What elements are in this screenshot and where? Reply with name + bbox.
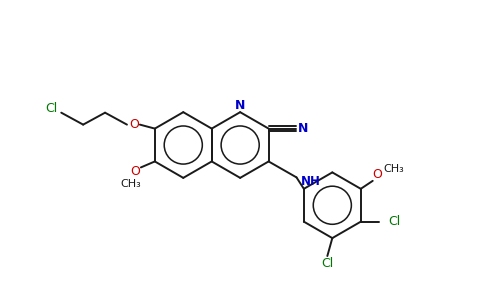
Text: O: O: [373, 168, 383, 182]
Text: Cl: Cl: [45, 102, 58, 115]
Text: Cl: Cl: [321, 257, 333, 271]
Text: Cl: Cl: [389, 215, 401, 228]
Text: CH₃: CH₃: [121, 179, 141, 189]
Text: O: O: [130, 165, 140, 178]
Text: O: O: [129, 118, 139, 131]
Text: N: N: [298, 122, 309, 135]
Text: CH₃: CH₃: [383, 164, 404, 174]
Text: NH: NH: [301, 175, 320, 188]
Text: N: N: [235, 99, 245, 112]
